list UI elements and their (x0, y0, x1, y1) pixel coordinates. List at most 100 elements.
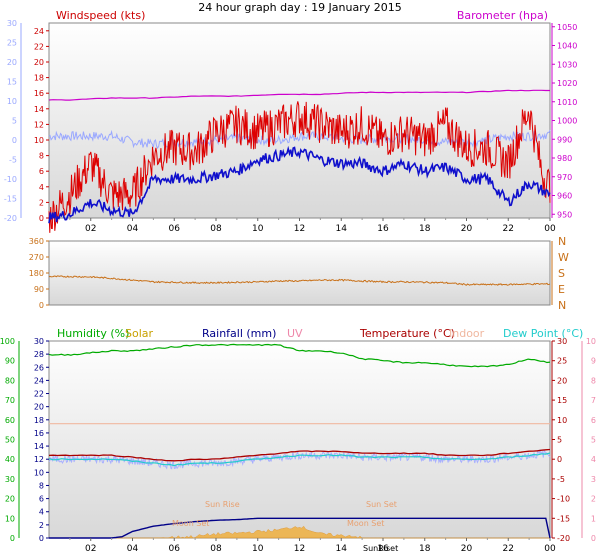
y-tick-label: 360 (29, 237, 44, 246)
compass-label: E (558, 283, 565, 296)
plot-area (48, 340, 551, 539)
rain-tick-label: 20 (34, 403, 44, 412)
legend-rainfall: Rainfall (mm) (202, 327, 276, 340)
legend-humidity: Humidity (%) (57, 327, 129, 340)
humidity-tick-label: 90 (5, 357, 15, 366)
x-tick-label: 08 (210, 224, 222, 234)
y-tick-label: 22 (34, 42, 44, 51)
temp-axis-label: -20 (4, 214, 17, 223)
series-rainfall (49, 517, 551, 539)
y-tick-label: 8 (39, 152, 44, 161)
x-tick-label: 12 (294, 544, 305, 554)
x-tick-label: 10 (252, 224, 264, 234)
x-tick-label: 22 (503, 544, 514, 554)
temp-tick-label: -10 (557, 495, 570, 504)
humidity-tick-label: 50 (5, 436, 15, 445)
barometer-label: Barometer (hpa) (457, 9, 548, 22)
x-tick-label: 06 (169, 544, 181, 554)
compass-label: W (558, 251, 569, 264)
temp-tick-label: -5 (557, 475, 565, 484)
rain-tick-label: 12 (34, 455, 44, 464)
y-tick-label: 0 (39, 301, 44, 310)
temp-axis-label: 5 (12, 117, 17, 126)
rain-tick-label: 22 (34, 390, 44, 399)
wind-panel: 242220181614121086420302520151050-5-10-1… (4, 19, 577, 234)
x-tick-label: 02 (85, 544, 96, 554)
rain-tick-label: 2 (39, 521, 44, 530)
temp-tick-label: -20 (557, 534, 570, 543)
y-tick-label: 0 (39, 214, 44, 223)
series-barometer (48, 89, 550, 101)
y-tick-label: 2 (39, 198, 44, 207)
rain-tick-label: 0 (39, 534, 44, 543)
x-tick-label: 12 (294, 224, 305, 234)
uv-tick-label: 8 (591, 376, 596, 385)
plot-area (48, 240, 551, 306)
y-tick-label: 4 (39, 183, 44, 192)
temp-tick-label: 0 (557, 455, 562, 464)
uv-tick-label: 1 (591, 514, 596, 523)
compass-label: N (558, 235, 566, 248)
y-tick-label: 12 (34, 120, 44, 129)
x-tick-label: 02 (85, 224, 96, 234)
x-tick-label: 14 (336, 544, 348, 554)
temp-axis-label: -5 (9, 156, 17, 165)
rain-tick-label: 16 (34, 429, 44, 438)
y-tick-label: 180 (29, 269, 44, 278)
temperature-panel: 1009080706050403020100302826242220181614… (0, 337, 596, 554)
temp-tick-label: 25 (557, 357, 567, 366)
y-tick-label: 24 (34, 27, 44, 36)
compass-label: S (558, 267, 565, 280)
uv-tick-label: 5 (591, 436, 596, 445)
temp-axis-label: 30 (7, 19, 17, 28)
uv-tick-label: 4 (591, 455, 596, 464)
series-windspeed (48, 145, 551, 224)
uv-tick-label: 2 (591, 495, 596, 504)
uv-tick-label: 7 (591, 396, 596, 405)
x-tick-label: 00 (544, 544, 556, 554)
direction-panel: 360 N 270 W 180 S 90 E 0 N (29, 235, 569, 312)
y-tick-label: 6 (39, 167, 44, 176)
uv-tick-label: 10 (586, 337, 596, 346)
y-tick-label: 20 (34, 58, 44, 67)
y-tick-label: 90 (34, 285, 44, 294)
rain-tick-label: 26 (34, 363, 44, 372)
uv-tick-label: 9 (591, 357, 596, 366)
humidity-tick-label: 10 (5, 514, 15, 523)
x-tick-label: 06 (169, 224, 181, 234)
x-tick-label: 04 (127, 544, 139, 554)
x-tick-label: 04 (127, 224, 139, 234)
y-tick-label: 16 (34, 89, 44, 98)
annotation-moon-set-2: Moon Set (347, 519, 384, 528)
humidity-tick-label: 100 (0, 337, 15, 346)
temp-tick-label: -15 (557, 514, 570, 523)
series-dewpoint (48, 452, 551, 467)
uv-tick-label: 3 (591, 475, 596, 484)
x-tick-label: 18 (419, 224, 431, 234)
x-tick-label: 14 (336, 224, 348, 234)
humidity-tick-label: 20 (5, 495, 15, 504)
temp-axis-label: 20 (7, 58, 17, 67)
y-tick-label: 14 (34, 105, 44, 114)
humidity-tick-label: 60 (5, 416, 15, 425)
y2-tick-label: 970 (557, 173, 572, 182)
humidity-tick-label: 80 (5, 376, 15, 385)
humidity-tick-label: 40 (5, 455, 15, 464)
y2-tick-label: 960 (557, 192, 572, 201)
legend-uv: UV (287, 327, 303, 340)
annotation-sun-set: Sun Set (366, 500, 397, 509)
rain-tick-label: 28 (34, 350, 44, 359)
x-tick-label: 08 (210, 544, 222, 554)
rain-tick-label: 4 (39, 508, 44, 517)
rain-tick-label: 30 (34, 337, 44, 346)
y2-tick-label: 1000 (557, 117, 577, 126)
temp-tick-label: 15 (557, 396, 567, 405)
x-tick-label: 10 (252, 544, 264, 554)
temp-axis-label: 15 (7, 78, 17, 87)
y2-tick-label: 1040 (557, 42, 577, 51)
legend-indoor: Indoor (449, 327, 485, 340)
y-tick-label: 18 (34, 74, 44, 83)
y2-tick-label: 1010 (557, 98, 577, 107)
series-temperature (48, 448, 551, 462)
